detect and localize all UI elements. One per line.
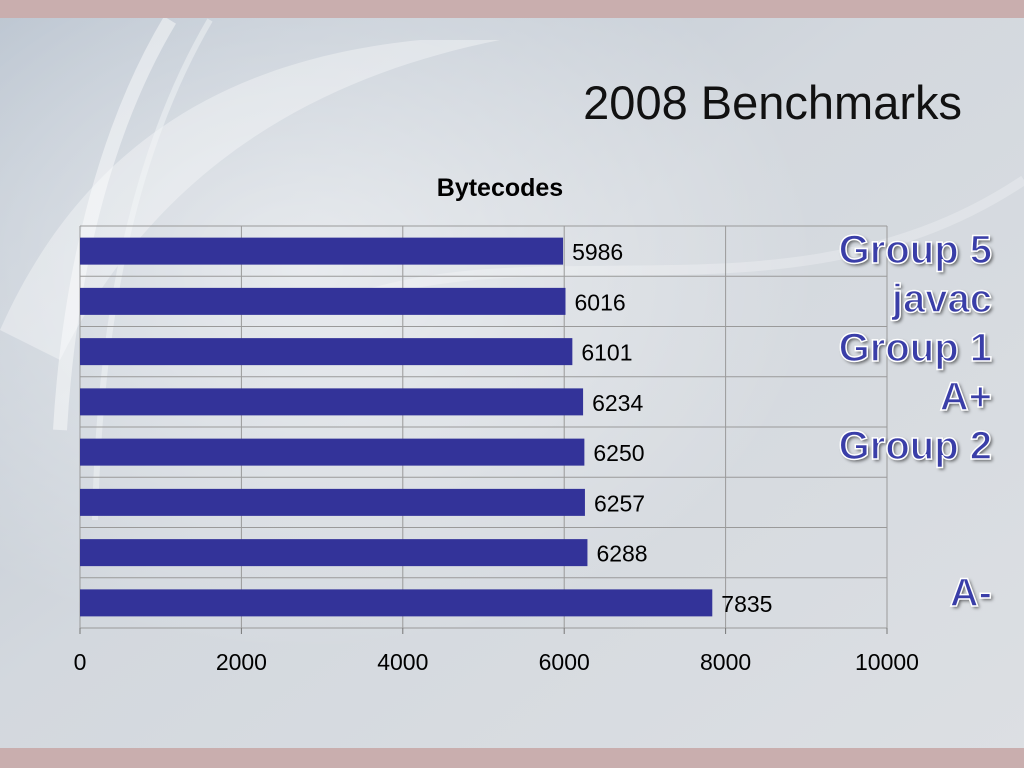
- group-label: Group 1: [838, 325, 993, 371]
- bar: [80, 388, 584, 416]
- data-label: 6288: [596, 541, 647, 567]
- group-label: Group 5: [838, 227, 993, 273]
- bar: [80, 539, 588, 567]
- grid-lines: [79, 225, 888, 634]
- bar: [80, 287, 566, 315]
- group-label: javac: [891, 276, 993, 322]
- data-label: 6257: [594, 490, 645, 516]
- x-tick-label: 0: [74, 649, 87, 675]
- bottom-band: [0, 748, 1024, 768]
- data-labels: 5986 6016 6101 6234 6250 6257 6288 7835: [572, 239, 772, 617]
- data-label: 6101: [581, 340, 632, 366]
- data-label: 6234: [592, 390, 643, 416]
- x-tick-label: 10000: [855, 649, 919, 675]
- data-label: 6016: [574, 289, 625, 315]
- bars: [80, 237, 713, 617]
- bar: [80, 438, 585, 466]
- bar: [80, 338, 573, 366]
- data-label: 6250: [593, 440, 644, 466]
- bar: [80, 488, 585, 516]
- data-label: 5986: [572, 239, 623, 265]
- group-label: Group 2: [838, 423, 993, 469]
- top-band: [0, 0, 1024, 18]
- x-tick-label: 8000: [700, 649, 751, 675]
- data-label: 7835: [721, 591, 772, 617]
- slide-title: 2008 Benchmarks: [583, 76, 962, 129]
- bar: [80, 237, 564, 265]
- group-label-bottom: A-: [949, 570, 993, 616]
- x-tick-label: 2000: [216, 649, 267, 675]
- chart-title: Bytecodes: [436, 174, 564, 202]
- x-axis-ticks: 0 2000 4000 6000 8000 10000: [74, 649, 919, 675]
- group-labels: Group 5 javac Group 1 A+ Group 2: [838, 226, 993, 471]
- group-label: A+: [939, 374, 993, 420]
- bar: [80, 589, 713, 617]
- x-tick-label: 6000: [539, 649, 590, 675]
- x-tick-label: 4000: [377, 649, 428, 675]
